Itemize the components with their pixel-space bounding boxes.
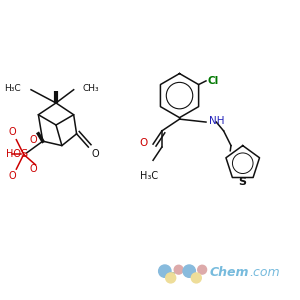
Text: O: O xyxy=(140,138,148,148)
Circle shape xyxy=(174,265,183,274)
Text: HO: HO xyxy=(6,149,21,159)
Circle shape xyxy=(198,265,207,274)
Text: H₃C: H₃C xyxy=(4,84,21,93)
Text: S: S xyxy=(20,149,27,159)
Text: O: O xyxy=(8,128,16,137)
Circle shape xyxy=(183,265,195,277)
Text: O: O xyxy=(8,172,16,182)
Text: NH: NH xyxy=(209,116,224,126)
Circle shape xyxy=(159,265,171,277)
Circle shape xyxy=(166,273,176,283)
Text: S: S xyxy=(239,177,247,187)
Text: Cl: Cl xyxy=(208,76,219,86)
Text: O: O xyxy=(30,164,37,174)
Text: Chem: Chem xyxy=(210,266,249,279)
Text: O: O xyxy=(91,148,99,158)
Text: .com: .com xyxy=(250,266,280,279)
Text: H₃C: H₃C xyxy=(140,171,158,181)
Text: CH₃: CH₃ xyxy=(82,84,99,93)
Circle shape xyxy=(191,273,201,283)
Text: O: O xyxy=(30,135,37,145)
